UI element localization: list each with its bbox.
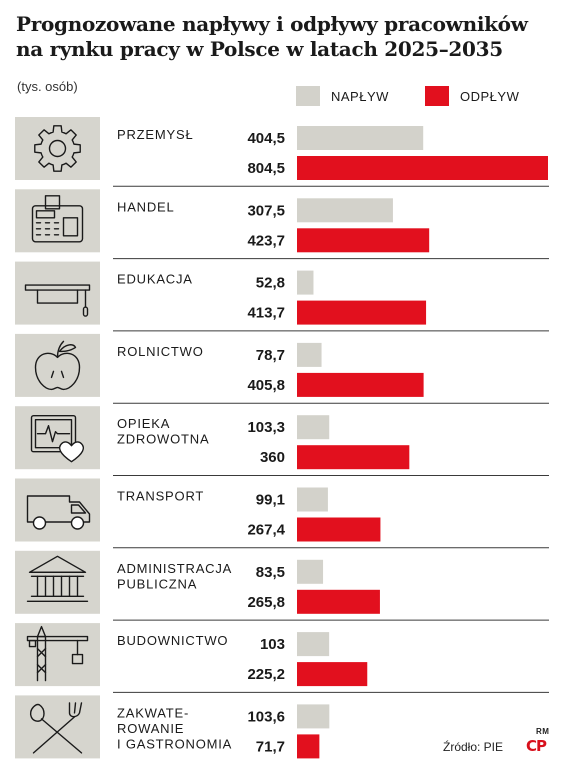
cash-register-icon bbox=[31, 195, 84, 243]
heart-monitor-icon bbox=[30, 415, 85, 463]
outflow-value-label: 360 bbox=[260, 449, 285, 466]
inflow-value-label: 78,7 bbox=[256, 347, 285, 364]
category-label: ROLNICTWO bbox=[117, 344, 204, 359]
inflow-value-label: 99,1 bbox=[256, 492, 285, 509]
icon-panel bbox=[15, 117, 100, 180]
inflow-bar bbox=[297, 487, 328, 512]
crane-icon bbox=[26, 625, 89, 682]
legend-inflow: NAPŁYW bbox=[296, 86, 389, 106]
outflow-value-label: 71,7 bbox=[256, 738, 285, 755]
inflow-bar bbox=[297, 198, 393, 223]
icon-panel bbox=[15, 333, 100, 397]
source-note: Źródło: PIE bbox=[443, 740, 504, 754]
icon-panel bbox=[15, 695, 100, 759]
category-label: BUDOWNICTWO bbox=[117, 633, 228, 648]
category-label-line: PUBLICZNA bbox=[117, 576, 197, 591]
icon-panel bbox=[15, 189, 100, 253]
inflow-bar bbox=[297, 415, 330, 440]
category-label: PRZEMYSŁ bbox=[117, 127, 193, 142]
cutlery-icon bbox=[29, 702, 83, 754]
category-row: EDUKACJA 52,8 413,7 bbox=[15, 258, 549, 325]
inflow-value-label: 52,8 bbox=[256, 275, 285, 292]
inflow-bar bbox=[297, 270, 314, 295]
legend-outflow-swatch bbox=[425, 86, 449, 106]
category-row: ADMINISTRACJA PUBLICZNA 83,5 265,8 bbox=[15, 547, 549, 614]
inflow-bar bbox=[297, 632, 330, 657]
category-label-line: EDUKACJA bbox=[117, 272, 193, 287]
category-label-line: I GASTRONOMIA bbox=[117, 736, 232, 751]
category-row: TRANSPORT 99,1 267,4 bbox=[15, 475, 549, 542]
outflow-value-label: 405,8 bbox=[247, 377, 285, 394]
inflow-bar bbox=[297, 704, 330, 729]
category-row: ROLNICTWO 78,7 405,8 bbox=[15, 330, 549, 397]
outflow-value-label: 804,5 bbox=[247, 160, 285, 177]
inflow-value-label: 307,5 bbox=[247, 202, 285, 219]
outflow-bar bbox=[297, 300, 427, 325]
outflow-bar bbox=[297, 662, 368, 687]
outflow-bar bbox=[297, 589, 380, 614]
van-icon bbox=[26, 495, 91, 530]
outflow-value-label: 267,4 bbox=[247, 522, 285, 539]
legend-outflow-label: ODPŁYW bbox=[460, 88, 520, 104]
category-label: ADMINISTRACJA PUBLICZNA bbox=[117, 561, 232, 592]
outflow-value-label: 413,7 bbox=[247, 305, 285, 322]
title-line-1: Prognozowane napływy i odpływy pracownik… bbox=[16, 12, 528, 36]
inflow-bar bbox=[297, 559, 324, 584]
outflow-bar bbox=[297, 734, 320, 759]
inflow-value-label: 83,5 bbox=[256, 564, 285, 581]
legend-outflow: ODPŁYW bbox=[425, 86, 519, 106]
category-label-line: BUDOWNICTWO bbox=[117, 633, 228, 648]
category-label-line: PRZEMYSŁ bbox=[117, 127, 193, 142]
inflow-bar bbox=[297, 126, 424, 150]
category-label-line: ROLNICTWO bbox=[117, 344, 204, 359]
category-label-line: TRANSPORT bbox=[117, 489, 204, 504]
outflow-value-label: 225,2 bbox=[247, 666, 285, 683]
category-label-line: ADMINISTRACJA bbox=[117, 561, 232, 576]
outflow-bar bbox=[297, 372, 424, 397]
government-building-icon bbox=[26, 555, 89, 602]
category-row: ZAKWATE-ROWANIE I GASTRONOMIA 103,6 71,7 bbox=[15, 691, 549, 759]
chart-title: Prognozowane napływy i odpływy pracownik… bbox=[16, 12, 556, 62]
category-label-line: ZAKWATE- bbox=[117, 705, 189, 720]
icon-panel bbox=[15, 406, 100, 470]
icon-panel bbox=[15, 623, 100, 687]
category-label-line: ROWANIE bbox=[117, 721, 184, 736]
category-label: EDUKACJA bbox=[117, 272, 193, 287]
inflow-value-label: 103,6 bbox=[247, 708, 285, 725]
outflow-bar bbox=[297, 517, 381, 542]
outflow-value-label: 265,8 bbox=[247, 594, 285, 611]
outflow-bar bbox=[297, 228, 430, 253]
apple-icon bbox=[34, 340, 81, 391]
category-row: PRZEMYSŁ 404,5 804,5 bbox=[15, 117, 548, 180]
legend-inflow-label: NAPŁYW bbox=[331, 88, 389, 104]
icon-panel bbox=[15, 550, 100, 614]
title-line-2: na rynku pracy w Polsce w latach 2025–20… bbox=[16, 37, 503, 61]
category-label-line: HANDEL bbox=[117, 199, 175, 214]
category-row: BUDOWNICTWO 103 225,2 bbox=[15, 619, 549, 687]
publisher-logo: CP bbox=[526, 737, 547, 755]
outflow-bar bbox=[297, 156, 548, 180]
gear-icon bbox=[34, 125, 81, 172]
category-label: TRANSPORT bbox=[117, 489, 204, 504]
outflow-value-label: 423,7 bbox=[247, 232, 285, 249]
category-label: HANDEL bbox=[117, 199, 175, 214]
category-row: HANDEL 307,5 423,7 bbox=[15, 185, 549, 253]
legend-inflow-swatch bbox=[296, 86, 320, 106]
inflow-value-label: 103 bbox=[260, 636, 285, 653]
category-label-line: ZDROWOTNA bbox=[117, 432, 209, 447]
category-label: OPIEKA ZDROWOTNA bbox=[117, 416, 209, 447]
outflow-bar bbox=[297, 445, 410, 470]
credit-label: RM bbox=[536, 727, 550, 736]
category-label: ZAKWATE-ROWANIE I GASTRONOMIA bbox=[117, 705, 232, 751]
unit-label: (tys. osób) bbox=[17, 79, 78, 94]
inflow-bar bbox=[297, 342, 322, 367]
inflow-value-label: 404,5 bbox=[247, 130, 285, 147]
category-label-line: OPIEKA bbox=[117, 416, 170, 431]
category-row: OPIEKA ZDROWOTNA 103,3 360 bbox=[15, 402, 549, 470]
graduation-cap-icon bbox=[24, 284, 91, 317]
inflow-value-label: 103,3 bbox=[247, 419, 285, 436]
